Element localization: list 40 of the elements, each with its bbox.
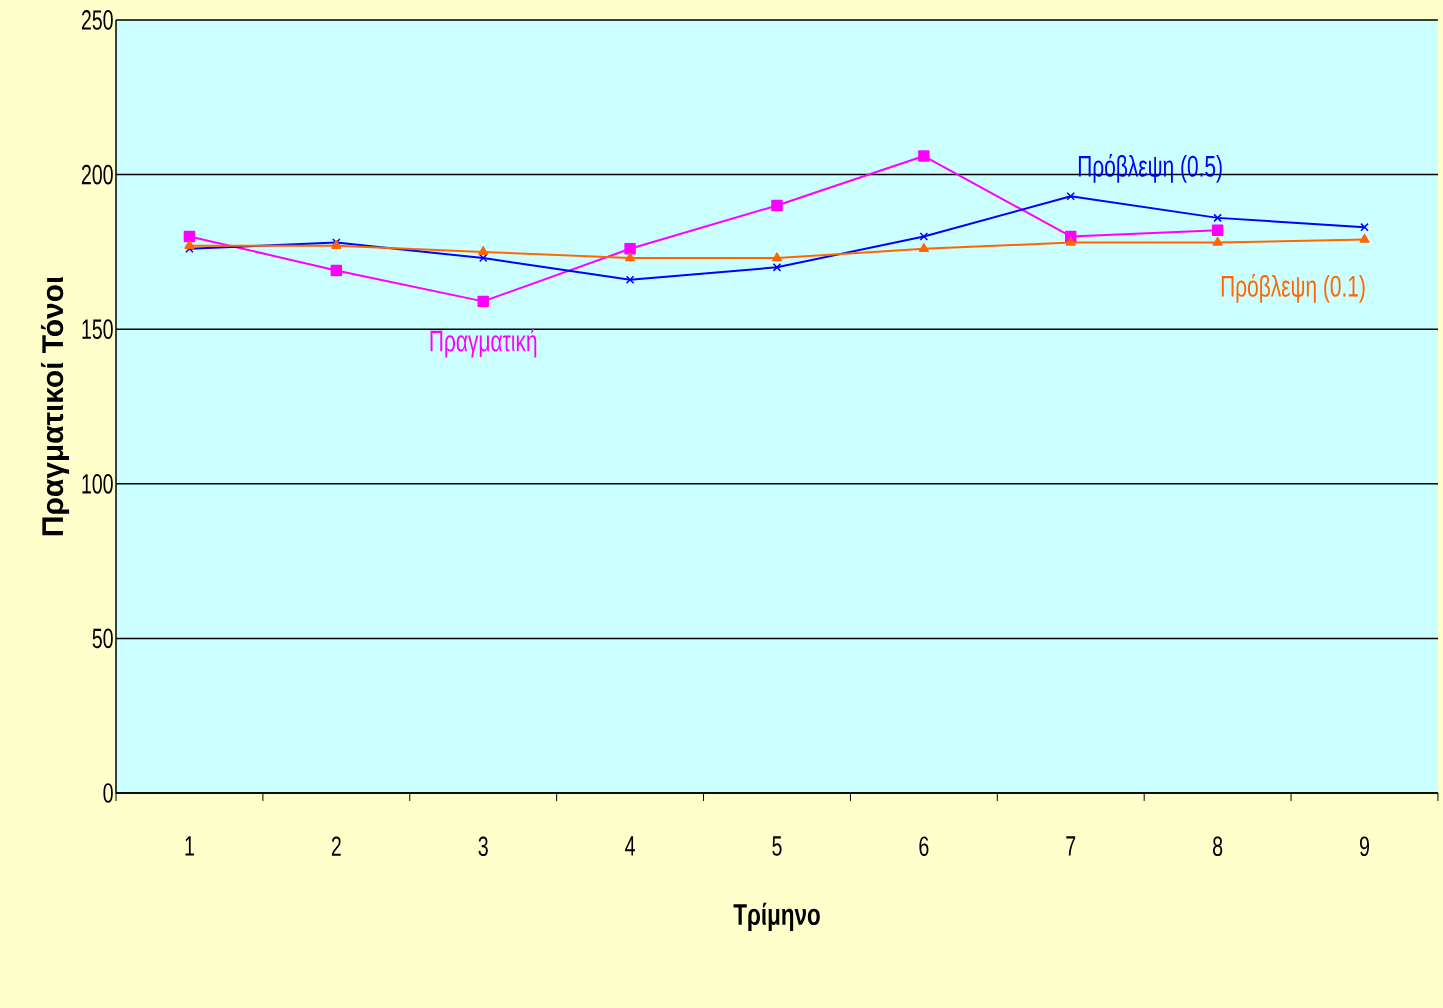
point: [1359, 233, 1370, 243]
point: [771, 252, 783, 262]
y-tick-label: 50: [92, 628, 113, 649]
point: [772, 263, 782, 272]
x-tick-label: 5: [772, 836, 782, 856]
point: [1066, 191, 1076, 201]
point: [1065, 236, 1076, 246]
x-tick-label: 2: [331, 836, 341, 856]
point: [625, 252, 636, 262]
x-tick-label: 9: [1360, 836, 1370, 857]
series-label: Πρόβλεψη (0.1): [1221, 274, 1365, 303]
point: [477, 295, 489, 308]
point: [183, 230, 196, 243]
x-tick-label: 7: [1066, 836, 1076, 856]
point: [184, 239, 195, 249]
x-tick-label: 8: [1213, 836, 1223, 857]
point: [1211, 224, 1224, 236]
point: [1360, 222, 1369, 232]
y-tick-label: 250: [81, 10, 113, 30]
point: [624, 243, 636, 255]
x-tick-label: 4: [625, 836, 635, 856]
point: [478, 246, 489, 256]
series-label: Πραγματική: [430, 328, 537, 358]
point: [919, 232, 929, 241]
y-tick-label: 0: [103, 783, 113, 803]
point: [625, 275, 635, 284]
point: [918, 243, 929, 253]
x-axis-title: Τρίμηνο: [733, 902, 820, 932]
y-tick-label: 150: [82, 319, 113, 340]
x-tick-label: 1: [185, 836, 194, 856]
point: [918, 150, 930, 162]
y-tick-label: 100: [82, 473, 113, 494]
point: [1212, 236, 1223, 246]
point: [1213, 213, 1222, 223]
point: [771, 199, 783, 212]
y-axis-title: Πραγματικοί Τόνοι: [40, 276, 70, 536]
y-tick-label: 200: [81, 164, 113, 185]
x-tick-label: 6: [919, 836, 929, 857]
point: [330, 264, 343, 277]
x-tick-label: 3: [478, 836, 488, 857]
